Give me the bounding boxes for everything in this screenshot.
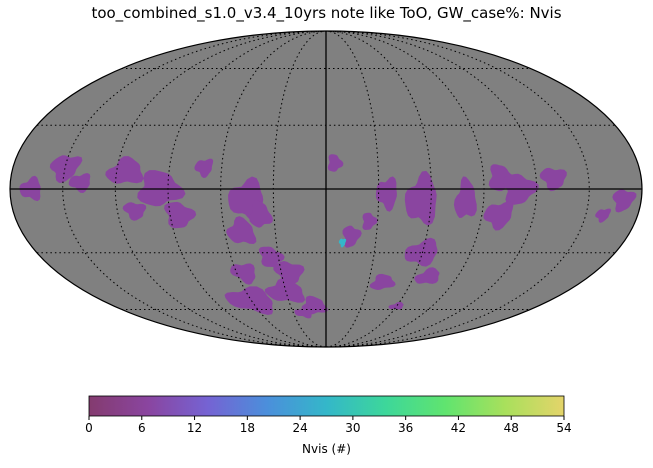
colorbar-tick-label: 48 bbox=[503, 421, 519, 435]
coverage-region bbox=[264, 277, 306, 303]
coverage-region bbox=[539, 167, 567, 192]
colorbar-tick-label: 18 bbox=[239, 421, 255, 435]
coverage-region bbox=[249, 200, 273, 228]
colorbar-tick-label: 30 bbox=[345, 421, 361, 435]
coverage-region bbox=[105, 156, 144, 184]
colorbar-tick-label: 24 bbox=[292, 421, 308, 435]
coverage-region bbox=[612, 189, 637, 213]
coverage-region bbox=[224, 286, 273, 315]
coverage-region bbox=[294, 306, 313, 319]
coverage-region bbox=[388, 301, 404, 310]
coverage-region bbox=[404, 170, 437, 226]
coverage-region bbox=[453, 176, 477, 218]
colorbar-tick-label: 42 bbox=[450, 421, 467, 435]
coverage-region bbox=[194, 158, 214, 178]
coverage-region bbox=[404, 237, 438, 267]
coverage-region bbox=[137, 170, 186, 207]
coverage-region bbox=[338, 238, 347, 248]
coverage-region bbox=[375, 176, 397, 212]
coverage-region bbox=[414, 267, 440, 284]
map-title: too_combined_s1.0_v3.4_10yrs note like T… bbox=[91, 4, 562, 22]
coverage-region bbox=[362, 212, 378, 230]
colorbar-tick-label: 0 bbox=[85, 421, 93, 435]
meridian-line bbox=[62, 31, 327, 347]
coverage-region bbox=[273, 261, 305, 287]
colorbar-tick-label: 12 bbox=[186, 421, 203, 435]
coverage-region bbox=[68, 173, 91, 193]
colorbar-tick-marks bbox=[88, 416, 565, 420]
colorbar bbox=[88, 395, 565, 417]
coverage-region bbox=[369, 273, 396, 290]
coverage-region bbox=[226, 216, 257, 244]
coverage-region bbox=[342, 225, 362, 248]
coverage-region bbox=[327, 154, 344, 172]
coverage-region bbox=[483, 201, 514, 231]
coverage-region bbox=[49, 155, 83, 183]
colorbar-tick-label: 54 bbox=[556, 421, 572, 435]
colorbar-label: Nvis (#) bbox=[302, 442, 351, 456]
coverage-region bbox=[258, 246, 285, 267]
coverage-regions bbox=[19, 154, 637, 319]
colorbar-tick-label: 36 bbox=[398, 421, 414, 435]
colorbar-tick-label: 6 bbox=[137, 421, 146, 435]
coverage-region bbox=[164, 201, 197, 229]
coverage-region bbox=[595, 208, 612, 223]
coverage-region bbox=[230, 263, 256, 285]
sky-border bbox=[9, 30, 643, 348]
coverage-region bbox=[122, 202, 147, 221]
